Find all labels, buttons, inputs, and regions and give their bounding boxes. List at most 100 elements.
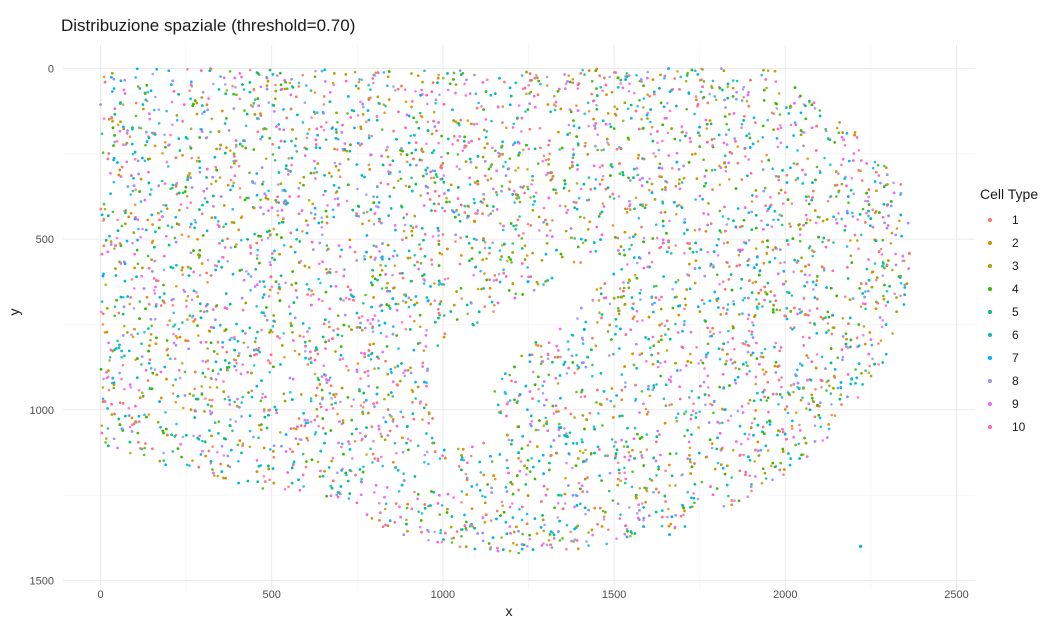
data-point: [645, 360, 648, 363]
data-point: [274, 83, 277, 87]
data-point: [753, 460, 757, 463]
data-point: [190, 156, 193, 160]
data-points: [99, 67, 911, 555]
data-point: [542, 424, 546, 428]
data-point: [744, 361, 748, 364]
data-point: [755, 298, 758, 301]
data-point: [790, 294, 794, 297]
data-point: [321, 299, 324, 303]
data-point: [655, 383, 658, 386]
data-point: [425, 381, 428, 385]
data-point: [843, 144, 847, 147]
data-point: [625, 72, 629, 75]
data-point: [213, 474, 216, 477]
data-point: [382, 71, 386, 74]
data-point: [867, 214, 870, 218]
data-point: [712, 332, 715, 336]
data-point: [257, 346, 261, 350]
data-point: [287, 485, 290, 489]
data-point: [175, 285, 178, 288]
data-point: [372, 222, 376, 226]
data-point: [646, 70, 649, 74]
data-point: [856, 239, 859, 242]
data-point: [112, 180, 116, 184]
data-point: [544, 416, 547, 420]
data-point: [317, 424, 321, 428]
data-point: [423, 461, 426, 464]
data-point: [273, 159, 277, 162]
data-point: [752, 324, 755, 327]
data-point: [538, 229, 541, 232]
data-point: [253, 98, 257, 101]
data-point: [427, 538, 430, 542]
data-point: [402, 371, 405, 375]
data-point: [377, 319, 380, 323]
data-point: [294, 137, 298, 140]
data-point: [498, 249, 502, 252]
data-point: [405, 518, 408, 522]
data-point: [130, 333, 133, 337]
data-point: [497, 272, 501, 276]
data-point: [260, 328, 263, 332]
data-point: [128, 425, 132, 429]
data-point: [549, 229, 552, 232]
data-point: [369, 322, 372, 325]
data-point: [277, 201, 281, 204]
data-point: [750, 200, 754, 203]
data-point: [418, 525, 422, 529]
data-point: [512, 122, 516, 126]
data-point: [181, 321, 184, 324]
data-point: [769, 464, 773, 468]
data-point: [805, 407, 808, 410]
data-point: [287, 157, 291, 160]
data-point: [433, 282, 436, 285]
data-point: [671, 287, 674, 291]
data-point: [895, 227, 899, 230]
data-point: [375, 195, 379, 199]
data-point: [727, 494, 730, 498]
data-point: [163, 133, 166, 137]
data-point: [761, 136, 764, 139]
data-point: [683, 218, 686, 221]
data-point: [459, 236, 462, 239]
data-point: [829, 392, 833, 395]
data-point: [165, 109, 168, 113]
data-point: [712, 411, 715, 415]
data-point: [297, 85, 301, 88]
data-point: [369, 447, 372, 451]
data-point: [322, 193, 325, 197]
data-point: [635, 512, 639, 515]
data-point: [775, 107, 779, 110]
data-point: [320, 233, 324, 236]
data-point: [384, 502, 388, 506]
data-point: [245, 196, 248, 200]
data-point: [186, 195, 189, 198]
data-point: [883, 164, 886, 168]
data-point: [783, 261, 786, 264]
data-point: [743, 342, 747, 346]
data-point: [366, 374, 370, 378]
data-point: [115, 236, 119, 240]
data-point: [892, 181, 895, 185]
data-point: [232, 159, 235, 163]
data-point: [367, 83, 370, 87]
data-point: [309, 420, 313, 424]
data-point: [763, 186, 767, 190]
data-point: [619, 82, 623, 85]
data-point: [699, 90, 703, 94]
data-point: [820, 355, 824, 359]
data-point: [143, 159, 147, 163]
data-point: [262, 180, 265, 183]
data-point: [376, 184, 379, 188]
data-point: [652, 152, 655, 155]
data-point: [655, 474, 658, 477]
data-point: [345, 364, 348, 368]
data-point: [340, 334, 344, 338]
data-point: [764, 477, 768, 480]
data-point: [210, 377, 213, 381]
data-point: [402, 216, 406, 219]
data-point: [288, 81, 292, 85]
data-point: [133, 287, 136, 290]
data-point: [402, 229, 406, 233]
data-point: [438, 513, 442, 516]
